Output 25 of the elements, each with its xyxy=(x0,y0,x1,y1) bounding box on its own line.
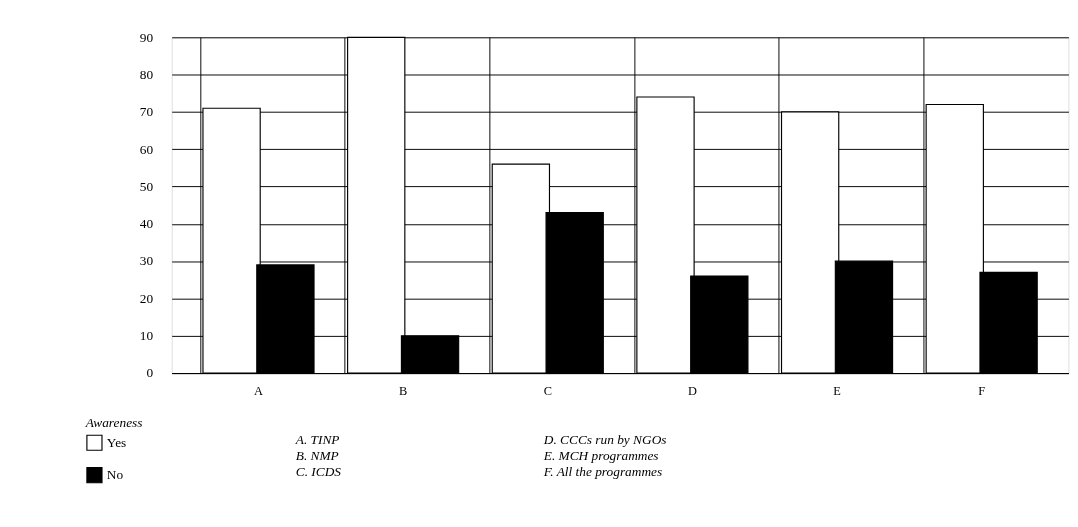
x-tick-label: F xyxy=(978,383,986,398)
y-tick-label: 60 xyxy=(139,141,154,157)
y-tick-label: 40 xyxy=(139,216,154,232)
y-tick-label: 30 xyxy=(139,253,154,269)
y-tick-label: 90 xyxy=(139,29,154,45)
y-tick-label: 70 xyxy=(139,104,154,120)
text: D. CCCs run by NGOs xyxy=(542,431,667,447)
x-tick-label: B xyxy=(399,383,408,398)
text: F. All the programmes xyxy=(542,464,663,480)
x-tick-label: E xyxy=(833,383,841,398)
legend-label: Yes xyxy=(106,434,127,450)
x-tick-label: A xyxy=(254,383,264,398)
y-tick-label: 80 xyxy=(139,66,154,82)
text: C. ICDS xyxy=(295,464,342,480)
legend-title: Awareness xyxy=(84,414,143,430)
y-tick-label: 10 xyxy=(139,328,154,344)
y-tick-label: 0 xyxy=(146,365,154,381)
y-tick-label: 20 xyxy=(139,290,154,306)
text: B. NMP xyxy=(295,447,339,463)
legend-label: No xyxy=(106,467,124,482)
x-tick-label: D xyxy=(687,383,697,398)
x-tick-label: C xyxy=(543,383,552,398)
text: E. MCH programmes xyxy=(542,447,659,463)
text: A. TINP xyxy=(294,431,340,447)
y-tick-label: 50 xyxy=(139,178,154,194)
